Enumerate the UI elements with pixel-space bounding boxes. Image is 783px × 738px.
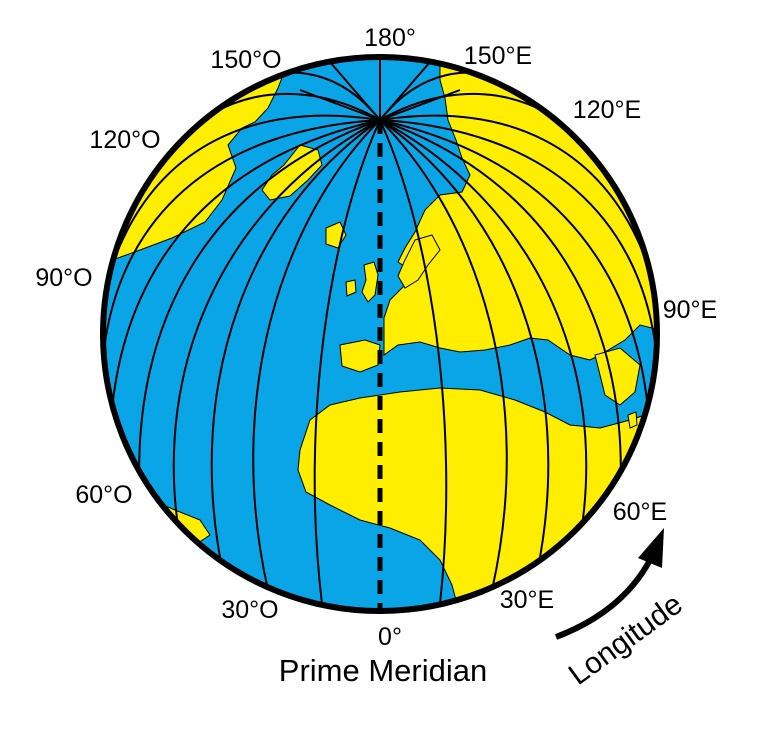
meridian-line-135w (103, 119, 381, 351)
label-lon-30e: 30°E (500, 586, 554, 614)
meridian-line-120w (109, 119, 381, 441)
meridian-line-30e (379, 119, 448, 605)
meridian-line-105w (138, 119, 381, 501)
meridian-lines (103, 57, 657, 605)
scandinavia-landmass (397, 234, 441, 289)
meridian-line-60w (252, 119, 381, 591)
meridian-spoke-1 (329, 61, 381, 121)
label-lon-180: 180° (364, 24, 416, 52)
meridian-line-105e (379, 119, 622, 501)
meridian-spoke-3 (299, 89, 381, 121)
prime-meridian-caption: Prime Meridian (279, 653, 487, 688)
label-lon-60e: 60°E (613, 498, 667, 526)
label-lon-30w: 30°O (221, 596, 278, 624)
meridian-line-135e (379, 119, 657, 351)
meridian-line-30w (313, 119, 381, 605)
label-lon-60w: 60°O (75, 481, 132, 509)
curved-arrow-icon (554, 528, 664, 640)
label-lon-0: 0° (378, 623, 402, 651)
meridian-line-90e (379, 119, 588, 541)
meridian-line-150w (117, 114, 381, 251)
meridian-line-60e (379, 119, 508, 591)
british-isles-landmass (361, 261, 379, 303)
meridian-line-150e (379, 114, 643, 251)
globe-outline (100, 54, 660, 614)
label-lon-90e: 90°E (663, 296, 717, 324)
sri-lanka-landmass (627, 411, 638, 429)
ireland-landmass (345, 279, 357, 297)
meridian-spoke-4 (379, 89, 461, 121)
meridian-line-90w (172, 119, 381, 541)
label-lon-90w: 90°O (35, 264, 92, 292)
greenland-landmass (261, 144, 323, 201)
iberia-landmass (339, 339, 381, 373)
longitude-caption: Longitude (563, 587, 689, 691)
meridian-spoke-2 (379, 61, 431, 121)
meridian-line-75w (210, 119, 381, 569)
label-lon-150w: 150°O (210, 46, 281, 74)
label-lon-120e: 120°E (573, 96, 641, 124)
meridian-line-120e (379, 119, 651, 441)
label-lon-120w: 120°O (89, 126, 160, 154)
arabia-landmass (594, 347, 641, 406)
label-lon-150e: 150°E (464, 42, 532, 70)
meridian-line-75e (379, 119, 550, 569)
